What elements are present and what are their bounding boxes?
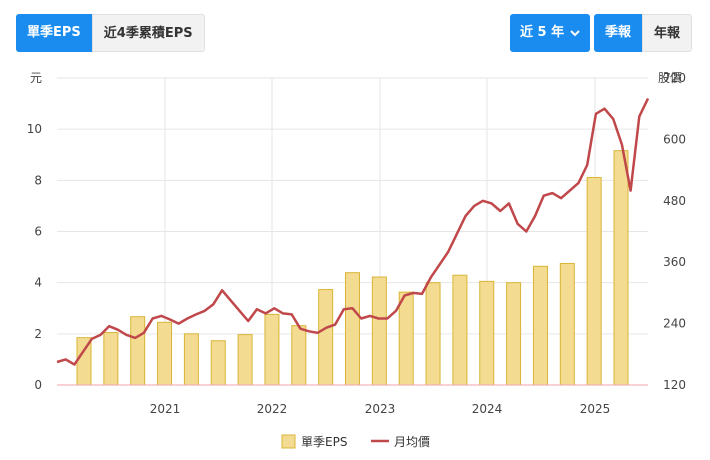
right-tick-label: 720: [663, 71, 686, 85]
eps-bar: [345, 272, 360, 386]
eps-bar: [291, 325, 307, 386]
eps-bars: [76, 150, 629, 386]
tab-quarterly-eps[interactable]: 單季EPS: [16, 14, 92, 52]
legend-label-price: 月均價: [394, 435, 430, 449]
left-tick-label: 8: [34, 173, 42, 187]
chart-axes: 0 2 4 6 8 10 120 240 360 480 600 720 2021 2022 2023 202…: [27, 71, 686, 416]
left-tick-label: 2: [34, 327, 42, 341]
eps-bar: [130, 316, 146, 386]
eps-bar: [452, 274, 468, 386]
tab-trailing-4q-eps[interactable]: 近4季累積EPS: [91, 14, 205, 52]
tab-quarterly-report[interactable]: 季報: [594, 14, 643, 52]
x-tick-label: 2023: [365, 402, 396, 416]
x-tick-label: 2021: [150, 402, 181, 416]
left-tick-label: 0: [34, 378, 42, 392]
report-period-toggle: 季報 年報: [594, 14, 693, 52]
eps-bar: [157, 321, 173, 386]
eps-bar: [183, 333, 199, 386]
legend-swatch-eps: [281, 434, 296, 449]
legend-label-eps: 單季EPS: [301, 435, 347, 449]
price-line: [56, 97, 650, 366]
right-tick-label: 240: [663, 317, 686, 331]
eps-bar: [318, 289, 334, 386]
eps-bar: [613, 150, 629, 386]
eps-bar: [425, 282, 441, 386]
eps-bar: [398, 291, 414, 386]
right-tick-label: 600: [663, 132, 686, 146]
tab-annual-report[interactable]: 年報: [642, 14, 693, 52]
eps-bar: [264, 313, 280, 386]
eps-bar: [559, 262, 575, 386]
chart-legend: 單季EPS 月均價: [281, 434, 430, 449]
left-tick-label: 10: [27, 122, 42, 136]
range-dropdown-label: 近 5 年: [520, 25, 565, 40]
right-axis-title: 股價: [658, 71, 682, 85]
eps-bar: [371, 276, 387, 386]
chevron-down-icon: [570, 29, 580, 36]
eps-bar: [103, 332, 119, 386]
right-tick-label: 120: [663, 378, 686, 392]
right-tick-label: 360: [663, 255, 686, 269]
range-dropdown[interactable]: 近 5 年: [510, 14, 591, 52]
eps-bar: [532, 265, 548, 386]
x-tick-label: 2025: [580, 402, 611, 416]
left-axis-title: 元: [30, 71, 42, 85]
eps-bar: [506, 282, 522, 386]
right-tick-label: 480: [663, 194, 686, 208]
eps-bar: [479, 280, 495, 386]
left-tick-label: 4: [34, 276, 42, 290]
eps-bar: [586, 177, 602, 386]
left-tick-label: 6: [34, 225, 42, 239]
x-tick-label: 2022: [257, 402, 288, 416]
eps-bar: [237, 334, 253, 386]
eps-bar: [210, 340, 226, 386]
price-line-path: [56, 97, 650, 366]
x-tick-label: 2024: [472, 402, 503, 416]
eps-type-toggle: 單季EPS 近4季累積EPS: [16, 14, 205, 52]
